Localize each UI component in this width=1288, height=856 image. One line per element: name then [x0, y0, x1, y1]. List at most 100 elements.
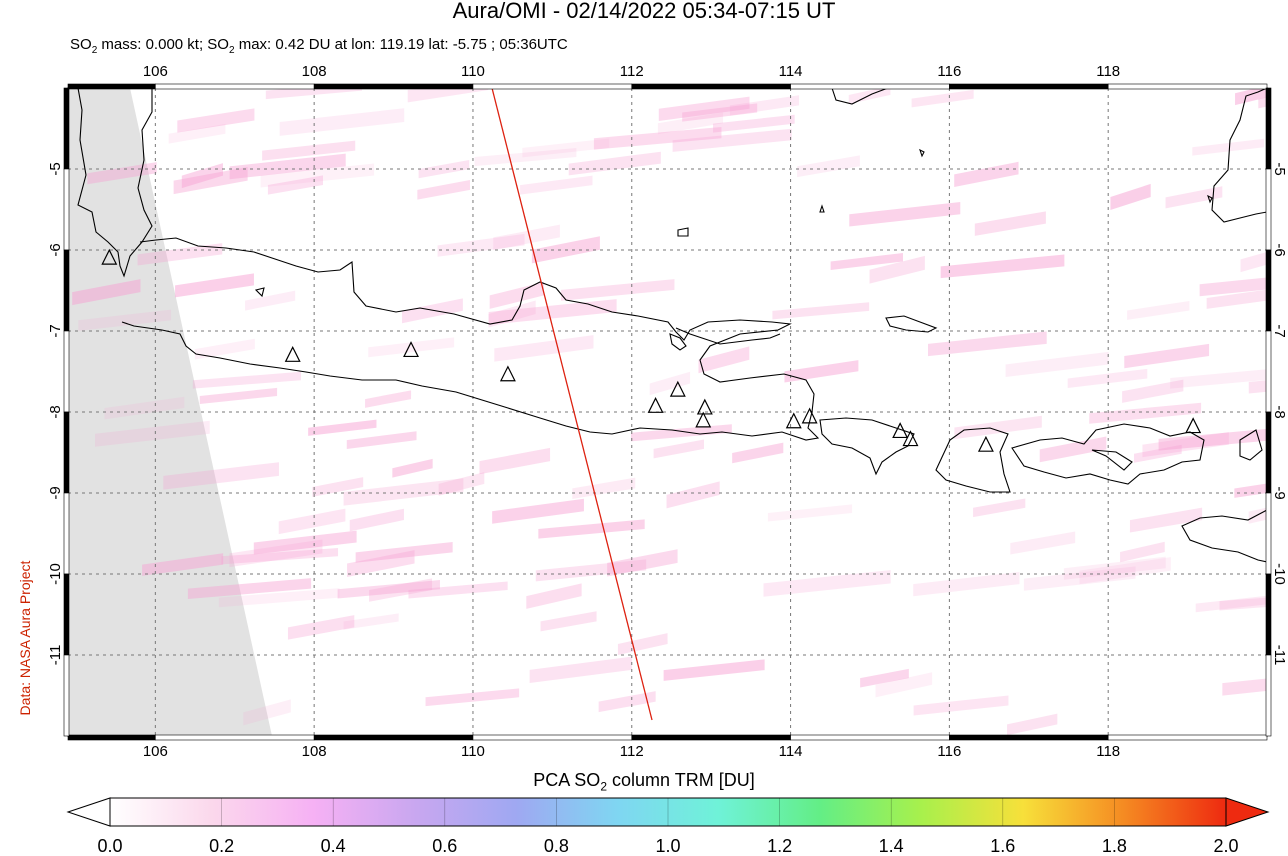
so2-streak — [437, 233, 525, 257]
so2-streak — [797, 155, 860, 178]
frame-bar-bottom — [790, 734, 950, 741]
so2-streak — [860, 668, 909, 688]
frame-bar-right — [1265, 573, 1272, 656]
colorbar-tick-label: 0.2 — [209, 836, 235, 856]
so2-streak — [425, 688, 520, 707]
so2-streak — [1222, 678, 1267, 696]
so2-streak — [1258, 97, 1267, 109]
so2-streak — [407, 88, 489, 103]
colorbar-tick-label: 1.6 — [990, 836, 1016, 856]
frame-bar-right — [1265, 87, 1272, 170]
so2-streak — [849, 201, 961, 227]
frame-bar-left — [63, 249, 70, 332]
so2-streak — [560, 279, 675, 301]
coastline-sumba — [1181, 509, 1267, 563]
frame-bar-left — [63, 330, 70, 413]
colorbar-tick-label: 1.0 — [655, 836, 681, 856]
colorbar-tick-label: 1.8 — [1101, 836, 1127, 856]
frame-bar-right — [1265, 168, 1272, 251]
axis-labels: 106 106 108 108 110 110 112 112 114 114 116 116 118 1… — [47, 63, 1288, 760]
so2-streak — [767, 504, 853, 522]
lat-tick-label-right: -8 — [1271, 405, 1288, 418]
volcano-icon — [695, 411, 712, 428]
so2-streak — [940, 254, 1065, 279]
coastline-sumbawa-bay — [1091, 449, 1133, 471]
frame-bar-bottom — [949, 734, 1109, 741]
lon-tick-label-bottom: 112 — [620, 743, 644, 760]
so2-streak — [617, 633, 668, 656]
so2-streak — [522, 138, 610, 158]
coastline-sulawesi — [1211, 88, 1267, 223]
so2-streak — [538, 519, 645, 539]
so2-streak — [1134, 444, 1182, 463]
lon-tick-label-top: 114 — [779, 63, 803, 80]
so2-streak — [1067, 368, 1148, 389]
so2-streak — [763, 570, 891, 597]
coastline-lombok — [935, 427, 1011, 493]
so2-streak — [267, 175, 323, 195]
colorbar-under-arrow — [66, 797, 111, 827]
so2-streak — [94, 420, 210, 447]
coastline-sumbawa — [1011, 423, 1205, 485]
frame-bar-top — [313, 83, 474, 90]
so2-streak — [199, 387, 278, 404]
subtitle-mid: mass: 0.000 kt; SO — [97, 36, 229, 53]
so2-streak — [598, 691, 656, 713]
so2-streak — [540, 611, 597, 632]
lon-tick-label-top: 108 — [302, 63, 327, 80]
volcano-icon — [1185, 417, 1202, 434]
so2-streak — [520, 175, 593, 195]
so2-streak — [630, 424, 732, 442]
coastline-bali — [819, 417, 915, 476]
so2-streak — [494, 335, 594, 362]
so2-streak — [243, 699, 291, 726]
frame-bar-right — [1265, 492, 1272, 575]
so2-streak — [535, 559, 647, 582]
so2-streak — [526, 583, 582, 609]
so2-streak — [489, 281, 545, 309]
map-subtitle: SO2 mass: 0.000 kt; SO2 max: 0.42 DU at … — [70, 36, 568, 60]
frame-bar-top — [1107, 83, 1268, 90]
volcano-icon — [101, 248, 118, 265]
lon-tick-label-bottom: 114 — [779, 743, 803, 760]
map-figure: 106 106 108 108 110 110 112 112 114 114 116 116 118 1… — [47, 63, 1288, 760]
colorbar-tick-label: 0.6 — [432, 836, 458, 856]
volcano-icon — [284, 345, 301, 362]
lon-tick-label-bottom: 118 — [1096, 743, 1120, 760]
so2-streak — [913, 695, 1009, 716]
so2-streak — [365, 390, 412, 408]
so2-streak — [954, 161, 1019, 187]
frame-bar-top — [155, 83, 315, 90]
so2-streak — [830, 253, 903, 270]
frame-bar-right — [1265, 330, 1272, 413]
so2-streak — [346, 431, 417, 450]
so2-streak — [349, 508, 404, 532]
lon-tick-label-top: 118 — [1096, 63, 1120, 80]
so2-streak — [1089, 402, 1202, 424]
colorbar-title-prefix: PCA SO — [533, 770, 601, 790]
so2-streak — [418, 160, 470, 179]
coastline-islands — [254, 148, 1263, 461]
coastlines — [77, 88, 1267, 563]
frame-bar-left — [63, 168, 70, 251]
subtitle-prefix: SO — [70, 36, 92, 53]
so2-streak — [658, 96, 750, 122]
frame-bar-bottom — [472, 734, 633, 741]
so2-streak — [1127, 301, 1190, 320]
volcano-markers — [101, 248, 1202, 452]
so2-streak — [713, 114, 795, 133]
so2-streak — [347, 550, 415, 578]
so2-streak — [657, 112, 724, 135]
so2-streak — [698, 346, 750, 374]
so2-streak — [392, 458, 433, 478]
so2-streak — [262, 140, 356, 161]
so2-streak — [218, 588, 340, 608]
so2-streak — [1235, 88, 1267, 106]
colorbar-title-rest: column TRM [DU] — [607, 770, 755, 790]
map-background — [68, 88, 1267, 736]
so2-streak — [1165, 186, 1223, 209]
so2-streak — [279, 108, 405, 136]
so2-streak — [1219, 597, 1267, 611]
lon-tick-label-bottom: 116 — [937, 743, 961, 760]
so2-streak — [488, 299, 617, 325]
